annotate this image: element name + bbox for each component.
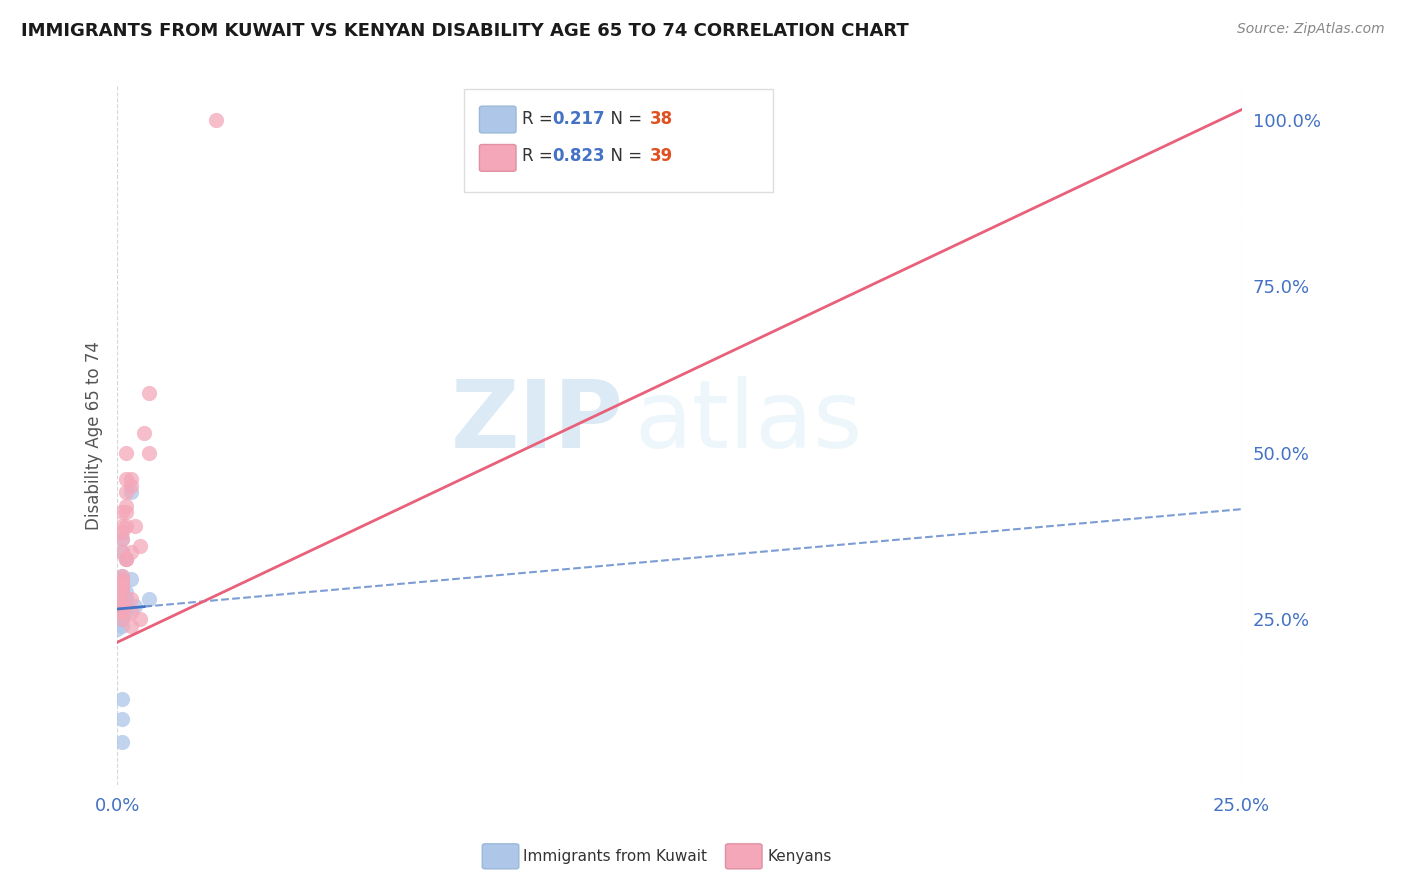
Text: atlas: atlas xyxy=(634,376,863,468)
Point xyxy=(115,445,138,459)
Point xyxy=(115,595,138,609)
Point xyxy=(120,572,142,586)
Text: 38: 38 xyxy=(650,110,672,128)
Point xyxy=(111,605,134,619)
Point xyxy=(120,545,142,559)
Point xyxy=(120,618,142,632)
Point xyxy=(111,605,134,619)
Text: 39: 39 xyxy=(650,147,673,165)
Point xyxy=(120,605,142,619)
Point xyxy=(124,518,146,533)
Point xyxy=(115,592,138,607)
Point xyxy=(138,385,160,400)
Point xyxy=(111,599,134,613)
Point xyxy=(111,572,134,586)
Point xyxy=(111,605,134,619)
Point xyxy=(115,552,138,566)
Point xyxy=(115,485,138,500)
Point xyxy=(111,605,134,619)
Point xyxy=(111,582,134,596)
Point xyxy=(111,735,134,749)
Point xyxy=(138,445,160,459)
Point xyxy=(111,595,134,609)
Point xyxy=(105,589,128,603)
Point xyxy=(111,575,134,590)
Point xyxy=(111,712,134,726)
Point xyxy=(115,552,138,566)
Point xyxy=(111,585,134,599)
Point xyxy=(134,425,156,440)
Text: 0.823: 0.823 xyxy=(553,147,605,165)
Text: R =: R = xyxy=(522,110,558,128)
Point xyxy=(105,622,128,636)
Point xyxy=(111,579,134,593)
Text: N =: N = xyxy=(600,147,648,165)
Point xyxy=(111,612,134,626)
Point xyxy=(115,592,138,607)
Point xyxy=(111,532,134,546)
Point xyxy=(111,692,134,706)
Point xyxy=(120,592,142,607)
Point xyxy=(115,518,138,533)
Point xyxy=(111,575,134,590)
Point xyxy=(115,552,138,566)
Point xyxy=(128,612,150,626)
Point xyxy=(115,472,138,486)
Point xyxy=(111,618,134,632)
Point xyxy=(115,499,138,513)
Point xyxy=(111,579,134,593)
Point xyxy=(111,608,134,623)
Point xyxy=(105,595,128,609)
Point xyxy=(120,479,142,493)
Point xyxy=(115,585,138,599)
Point xyxy=(111,568,134,582)
Point xyxy=(105,589,128,603)
Point xyxy=(115,605,138,619)
Point xyxy=(111,545,134,559)
Point xyxy=(111,506,134,520)
Point xyxy=(124,599,146,613)
Point xyxy=(111,568,134,582)
Point xyxy=(111,605,134,619)
Text: Immigrants from Kuwait: Immigrants from Kuwait xyxy=(523,849,707,863)
Point xyxy=(111,518,134,533)
Text: N =: N = xyxy=(600,110,648,128)
Text: IMMIGRANTS FROM KUWAIT VS KENYAN DISABILITY AGE 65 TO 74 CORRELATION CHART: IMMIGRANTS FROM KUWAIT VS KENYAN DISABIL… xyxy=(21,22,908,40)
Point xyxy=(111,605,134,619)
Point xyxy=(111,572,134,586)
Point xyxy=(111,605,134,619)
Point xyxy=(111,525,134,540)
Y-axis label: Disability Age 65 to 74: Disability Age 65 to 74 xyxy=(86,342,103,531)
Point xyxy=(138,592,160,607)
Point xyxy=(111,612,134,626)
Point xyxy=(111,579,134,593)
Point xyxy=(115,506,138,520)
Point xyxy=(205,112,228,127)
Text: ZIP: ZIP xyxy=(450,376,623,468)
Point xyxy=(111,585,134,599)
Text: 0.217: 0.217 xyxy=(553,110,605,128)
Point xyxy=(111,532,134,546)
Point xyxy=(105,595,128,609)
Point xyxy=(111,602,134,616)
Point xyxy=(105,585,128,599)
Point xyxy=(120,485,142,500)
Point xyxy=(111,545,134,559)
Text: Kenyans: Kenyans xyxy=(768,849,832,863)
Point xyxy=(120,472,142,486)
Text: Source: ZipAtlas.com: Source: ZipAtlas.com xyxy=(1237,22,1385,37)
Point xyxy=(128,539,150,553)
Text: R =: R = xyxy=(522,147,558,165)
Point xyxy=(111,582,134,596)
Point xyxy=(111,602,134,616)
Point xyxy=(115,599,138,613)
Point xyxy=(105,612,128,626)
